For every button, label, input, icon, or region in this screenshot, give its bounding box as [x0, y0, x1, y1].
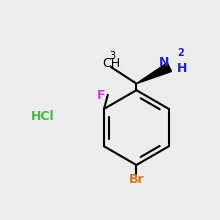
Text: N: N	[159, 56, 169, 69]
Text: HCl: HCl	[31, 110, 55, 123]
Text: CH: CH	[102, 57, 120, 70]
Text: 2: 2	[177, 48, 184, 58]
Text: 3: 3	[109, 51, 115, 60]
Text: F: F	[97, 89, 105, 102]
Text: Br: Br	[128, 173, 144, 186]
Polygon shape	[136, 63, 172, 84]
Text: H: H	[177, 62, 187, 75]
